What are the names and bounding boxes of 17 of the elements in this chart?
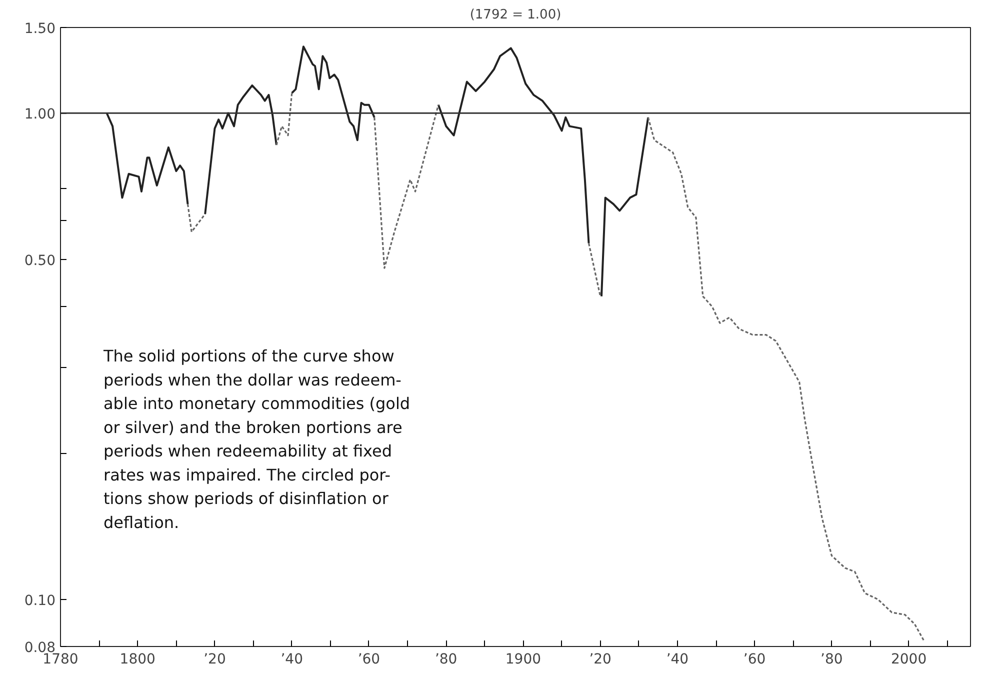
x-tick-label: ’20 bbox=[204, 652, 226, 668]
y-tick-label: 1.00 bbox=[24, 106, 56, 123]
x-tick-label: ’80 bbox=[820, 652, 843, 668]
x-tick-label: 1800 bbox=[120, 652, 156, 668]
x-tick-label: 1900 bbox=[505, 652, 542, 668]
x-tick-label: ’60 bbox=[743, 652, 766, 668]
x-tick-label: ’60 bbox=[358, 652, 380, 668]
x-tick-label: ’40 bbox=[666, 652, 689, 668]
y-tick-label: 1.50 bbox=[24, 21, 56, 37]
chart-title: (1792 = 1.00) bbox=[470, 8, 562, 22]
x-tick-label: 2000 bbox=[890, 652, 927, 668]
y-tick-label: 0.50 bbox=[24, 253, 56, 269]
x-tick-label: ’40 bbox=[280, 652, 303, 668]
x-tick-label: ’80 bbox=[434, 652, 458, 668]
y-tick-label: 0.10 bbox=[24, 592, 56, 609]
x-tick-label: ’20 bbox=[589, 652, 612, 668]
annotation: The solid portions of the curve show periods when the dollar was redeem- able into monetary commodities (gold or silver) and the broken portions are periods when redeemability at fixed rates was impaired. The circled por- tions show periods of disinflation or deflation. bbox=[102, 346, 410, 532]
